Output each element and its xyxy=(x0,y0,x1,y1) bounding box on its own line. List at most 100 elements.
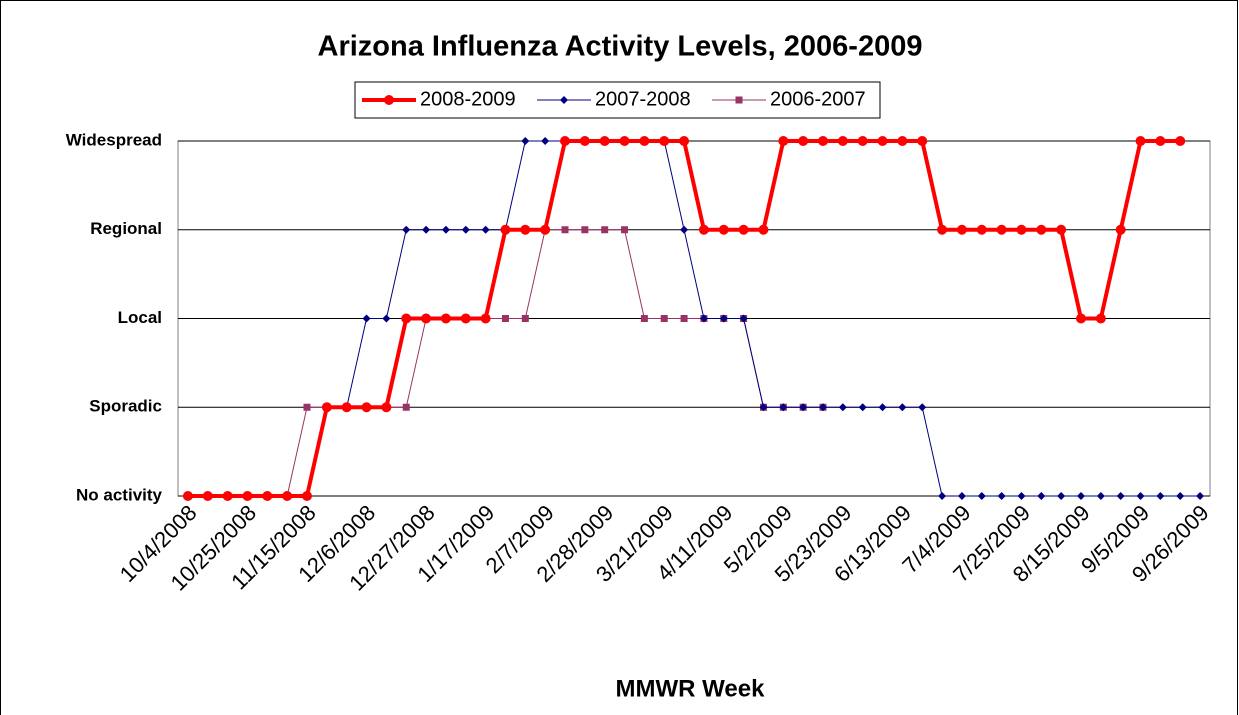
point xyxy=(619,136,630,146)
point xyxy=(759,403,768,412)
point xyxy=(540,224,551,235)
point xyxy=(698,224,709,235)
point xyxy=(601,226,609,234)
point xyxy=(421,313,432,324)
point xyxy=(362,314,371,323)
point xyxy=(739,314,748,323)
point xyxy=(938,492,947,500)
point xyxy=(718,224,729,235)
series-line xyxy=(187,140,1201,497)
point xyxy=(858,403,867,412)
point xyxy=(639,136,650,146)
point xyxy=(381,402,392,413)
point xyxy=(1156,492,1165,500)
point xyxy=(918,403,927,412)
legend-marker xyxy=(384,95,394,105)
point xyxy=(937,224,948,235)
point xyxy=(1175,136,1186,146)
point xyxy=(1036,224,1047,235)
point xyxy=(659,136,670,146)
point xyxy=(461,225,470,234)
point xyxy=(321,402,332,413)
point xyxy=(303,403,311,411)
point xyxy=(242,491,253,501)
point xyxy=(758,224,769,235)
point xyxy=(1116,492,1125,500)
point xyxy=(1057,492,1066,500)
point xyxy=(1095,313,1106,324)
point xyxy=(1056,224,1067,235)
point xyxy=(818,136,828,146)
point xyxy=(1077,492,1085,500)
point xyxy=(1076,313,1086,324)
point xyxy=(838,403,847,412)
point xyxy=(579,136,590,146)
point xyxy=(460,313,471,324)
point xyxy=(660,315,668,322)
legend-marker xyxy=(560,96,568,104)
point xyxy=(501,315,509,322)
point xyxy=(1017,492,1026,500)
legend-label: 2008-2009 xyxy=(420,88,516,110)
legend-marker xyxy=(735,96,743,104)
y-tick-label: Regional xyxy=(90,219,162,238)
point xyxy=(361,402,372,413)
point xyxy=(917,136,928,146)
point xyxy=(878,403,887,412)
point xyxy=(996,224,1007,235)
point xyxy=(1037,492,1046,500)
point xyxy=(182,491,193,501)
point xyxy=(1155,136,1166,146)
point xyxy=(799,403,808,412)
point xyxy=(621,226,629,234)
point xyxy=(341,402,352,413)
point xyxy=(778,136,789,146)
point xyxy=(422,225,431,234)
point xyxy=(541,137,550,145)
point xyxy=(440,313,451,324)
point xyxy=(282,491,293,501)
legend-label: 2006-2007 xyxy=(770,88,866,110)
point xyxy=(798,136,809,146)
point xyxy=(837,136,848,146)
point xyxy=(877,136,888,146)
point xyxy=(897,136,908,146)
point xyxy=(956,224,967,235)
series xyxy=(182,136,1186,501)
point xyxy=(521,315,529,322)
y-tick-label: Sporadic xyxy=(89,397,162,416)
point xyxy=(441,225,450,234)
point xyxy=(679,136,690,146)
x-axis-label: MMWR Week xyxy=(616,675,766,702)
point xyxy=(898,403,907,412)
point xyxy=(857,136,868,146)
legend-box xyxy=(354,81,881,119)
point xyxy=(680,225,689,234)
point xyxy=(202,491,213,501)
y-tick-label: No activity xyxy=(76,485,163,504)
point xyxy=(481,225,490,234)
point xyxy=(222,491,233,501)
point xyxy=(480,313,491,324)
point xyxy=(977,492,986,500)
point xyxy=(520,224,531,235)
point xyxy=(957,492,966,500)
point xyxy=(561,226,569,234)
point xyxy=(640,315,648,322)
point xyxy=(500,224,511,235)
point xyxy=(382,314,391,323)
point xyxy=(1135,136,1146,146)
chart-title: Arizona Influenza Activity Levels, 2006-… xyxy=(318,31,923,63)
point xyxy=(581,226,589,234)
point xyxy=(719,314,728,323)
point xyxy=(738,224,749,235)
point xyxy=(402,225,411,234)
point xyxy=(262,491,273,501)
point xyxy=(680,315,688,322)
point xyxy=(1176,492,1185,500)
point xyxy=(560,136,570,146)
point xyxy=(1016,224,1027,235)
legend-label: 2007-2008 xyxy=(595,88,691,110)
point xyxy=(599,136,610,146)
